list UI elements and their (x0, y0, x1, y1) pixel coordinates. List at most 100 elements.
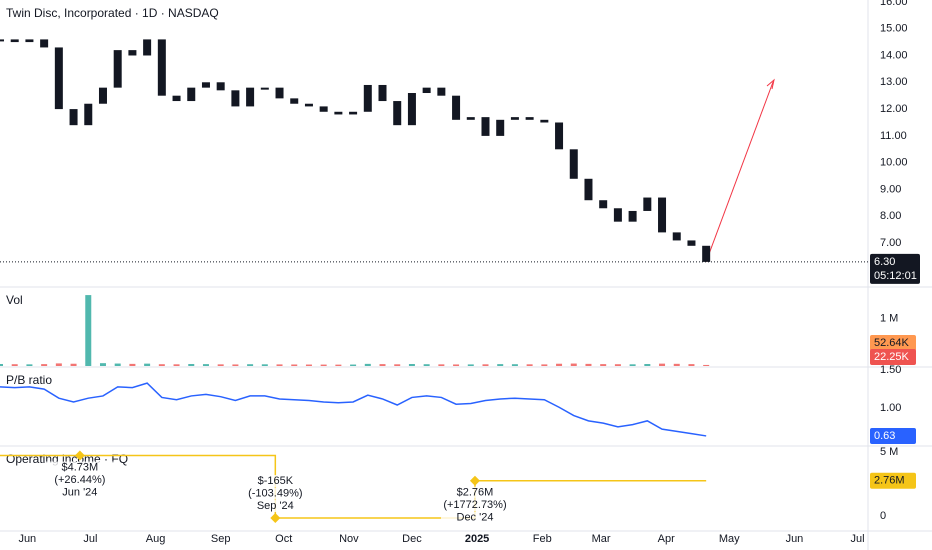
candle-body (334, 111, 343, 115)
y-tick-label: 1.50 (880, 364, 901, 376)
y-tick-label: 12.00 (880, 103, 908, 115)
y-tick-label: 10.00 (880, 157, 908, 169)
volume-bar (364, 363, 371, 366)
volume-bar (556, 363, 563, 366)
annotation: $-165K (258, 475, 294, 487)
y-tick-label: 1 M (880, 313, 898, 325)
label-bg (241, 487, 310, 500)
volume-bar (335, 364, 342, 366)
y-tick-label: 8.00 (880, 210, 901, 222)
candle-body (201, 82, 210, 88)
volume-bar (26, 364, 33, 366)
price-tag (870, 253, 920, 284)
volume-bar (350, 364, 357, 366)
x-tick-label: Jun (786, 533, 804, 545)
y-tick-label: 5 M (880, 446, 898, 458)
volume-bar (305, 364, 312, 366)
candle-body (40, 39, 49, 48)
y-tick-label: 7.00 (880, 237, 901, 249)
candle-body (393, 101, 402, 126)
candle-body (187, 87, 196, 102)
x-tick-label: Sep (211, 533, 231, 545)
volume-bar (232, 364, 239, 366)
candle-body (658, 197, 667, 233)
volume-bar (379, 364, 386, 366)
annotation: (+26.44%) (54, 474, 105, 486)
candle-body (304, 103, 313, 107)
volume-bar (320, 364, 327, 366)
chart-title: Twin Disc, Incorporated · 1D · NASDAQ (6, 6, 219, 20)
x-tick-label: Feb (533, 533, 552, 545)
volume-bar (659, 363, 666, 366)
marker (74, 450, 85, 461)
candle-body (569, 149, 578, 179)
price-tag-label: 0.63 (874, 430, 895, 442)
volume-bar (600, 364, 607, 366)
candle-body (84, 103, 93, 126)
volume-bar (202, 364, 209, 366)
candle-body (231, 90, 240, 107)
volume-bar (291, 364, 298, 366)
annotation: (+1772.73%) (443, 499, 506, 511)
volume-bar (629, 364, 636, 366)
candle-body (260, 87, 269, 90)
countdown: 05:12:01 (874, 270, 917, 282)
volume-bar (217, 364, 224, 366)
x-tick-label: Nov (339, 533, 359, 545)
candle-body (10, 39, 19, 43)
volume-bar (614, 364, 621, 366)
arrow-head (766, 78, 775, 90)
projection-arrow (705, 81, 774, 263)
candle-body (172, 95, 181, 102)
candle-body (687, 240, 696, 246)
volume-bar (158, 364, 165, 366)
candle-body (452, 95, 461, 120)
x-tick-label: Dec (402, 533, 422, 545)
y-tick-label: 16.00 (880, 0, 908, 8)
candle-body (69, 109, 78, 126)
label-bg (45, 461, 114, 474)
annotation: Dec '24 (457, 512, 494, 524)
candle-body (555, 122, 564, 150)
label-bg (241, 500, 310, 513)
annotation: Jun '24 (62, 486, 97, 498)
volume-bar (453, 364, 460, 366)
candle-body (246, 87, 255, 107)
price-tag (870, 472, 916, 489)
annotation: $4.73M (62, 461, 99, 473)
candle-body (0, 39, 4, 42)
volume-bar (276, 364, 283, 366)
volume-bar (55, 363, 62, 366)
candle-body (128, 50, 137, 56)
x-tick-label: Jul (850, 533, 864, 545)
candle-body (672, 232, 681, 241)
marker (469, 475, 480, 486)
volume-bar (0, 364, 3, 366)
marker (270, 513, 281, 524)
annotation: (-103.49%) (248, 487, 302, 499)
volume-bar (144, 363, 151, 366)
volume-bar (247, 364, 254, 366)
price-tag-label: 52.64K (874, 337, 910, 349)
volume-bar (688, 364, 695, 366)
y-tick-label: 15.00 (880, 23, 908, 35)
label-bg (45, 486, 114, 499)
candle-body (422, 87, 431, 94)
x-tick-label: Apr (658, 533, 675, 545)
volume-bar (541, 364, 548, 366)
candle-body (702, 245, 711, 262)
price-tag (870, 349, 916, 365)
x-tick-label: 2025 (465, 533, 489, 545)
candle-body (54, 47, 63, 110)
volume-bar (85, 295, 92, 366)
y-tick-label: 14.00 (880, 49, 908, 61)
pane-title: P/B ratio (6, 373, 52, 387)
candle-body (540, 119, 549, 123)
label-bg (440, 486, 509, 499)
volume-bar (511, 364, 518, 366)
y-tick-label: 11.00 (880, 130, 907, 142)
candle-body (275, 87, 284, 99)
label-bg (45, 474, 114, 487)
